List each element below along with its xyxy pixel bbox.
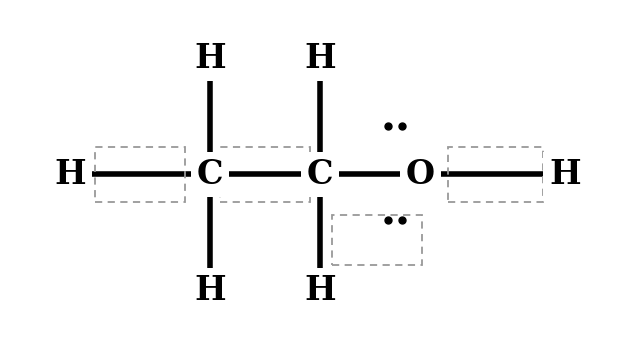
Text: O: O [406, 158, 434, 190]
Text: H: H [550, 158, 581, 190]
Text: O: O [406, 158, 434, 190]
Bar [448, 147, 543, 201]
Text: C: C [307, 158, 333, 190]
Text: C: C [307, 158, 333, 190]
Text: C: C [197, 158, 223, 190]
Text: H: H [304, 41, 336, 74]
Text: H: H [194, 274, 226, 307]
Bar [332, 215, 422, 265]
Text: H: H [54, 158, 86, 190]
Text: H: H [54, 158, 86, 190]
Bar [220, 147, 310, 201]
Bar [95, 147, 185, 201]
Text: H: H [304, 274, 336, 307]
Text: H: H [304, 274, 336, 307]
Text: H: H [194, 274, 226, 307]
Text: H: H [194, 41, 226, 74]
Text: C: C [197, 158, 223, 190]
Text: H: H [550, 158, 581, 190]
Text: H: H [194, 41, 226, 74]
Text: H: H [304, 41, 336, 74]
